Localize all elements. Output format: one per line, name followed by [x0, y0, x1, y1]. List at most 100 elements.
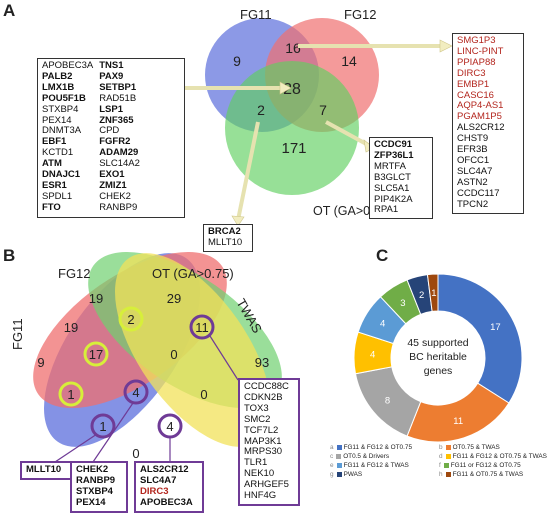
legend-item: b OT0.75 & TWAS: [439, 444, 548, 451]
venn-a-connectors: [185, 44, 446, 221]
gene-item: SLC4A7: [457, 165, 493, 177]
legend-swatch: [445, 472, 451, 477]
legend-row: e FG11 & FG12 & TWAS f FG11 or FG12 & OT0.7…: [330, 461, 548, 470]
legend-letter: g: [330, 471, 334, 478]
donut-legend: a FG11 & FG12 & OT0.75 b OT0.75 & TWAS c OT0.…: [330, 443, 548, 479]
legend-swatch: [445, 454, 451, 459]
gene-item: EFR3B: [457, 144, 488, 156]
donut-slice-value-label: 8: [385, 395, 390, 406]
legend-item: h FG11 & OT0.75 & TWAS: [439, 471, 548, 478]
venn-a-all3-gene-box: APOBEC3A PALB2 LMX1B POU5F1B STXBP4 PEX14 DNMT…: [37, 58, 185, 218]
venn-a-fg11-ot-gene-box: BRCA2 MLLT10: [203, 224, 253, 252]
gene-item: TNS1: [99, 60, 124, 71]
gene-item: ARHGEF5: [244, 479, 289, 491]
donut-center-line2: BC heritable: [409, 351, 467, 363]
venn-b: FG12 OT (GA>0.75) FG11 TWAS 9 19 29 93 1…: [10, 252, 282, 463]
gene-item: SLC5A1: [374, 182, 410, 194]
gene-item: LINC-PINT: [457, 45, 504, 57]
venn-a-count-fg11-ot: 2: [257, 102, 265, 118]
gene-item: EXO1: [99, 169, 125, 181]
legend-item: e FG11 & FG12 & TWAS: [330, 462, 439, 469]
gene-item: EBF1: [42, 136, 67, 148]
venn-b-fg12-ot-twas-gene-box: ALS2CR12 SLC4A7 DIRC3 APOBEC3A: [134, 461, 204, 513]
venn-b-ring-fg11-ot: [58, 381, 84, 407]
gene-item: CHEK2: [76, 464, 109, 475]
venn-a-count-fg11-fg12: 16: [285, 40, 301, 56]
gene-item: CHST9: [457, 133, 489, 145]
legend-swatch: [336, 454, 342, 459]
gene-item: TOX3: [244, 402, 269, 414]
gene-item: RAD51B: [99, 92, 137, 104]
gene-item: CCDC117: [457, 187, 500, 199]
gene-item: APOBEC3A: [42, 60, 94, 71]
donut-slice-value-label: 2: [419, 290, 424, 301]
donut-slice-value-label: 3: [400, 298, 405, 309]
venn-a-count-fg11-only: 9: [233, 53, 241, 69]
venn-b-count-fg11-fg12: 19: [64, 320, 78, 335]
gene-item: PALB2: [42, 70, 73, 82]
gene-item: RPA1: [374, 204, 399, 216]
legend-letter: d: [439, 453, 443, 460]
gene-item: ALS2CR12: [140, 464, 189, 475]
legend-label: FG11 & FG12 & OT0.75: [343, 444, 412, 451]
venn-a-arrowhead: [231, 215, 245, 227]
venn-b-count-fg12-ot-twas: 4: [166, 419, 173, 434]
gene-item: STXBP4: [42, 103, 79, 115]
gene-item: PGAM1P5: [457, 111, 502, 123]
venn-b-count-ot-only: 29: [167, 291, 181, 306]
legend-swatch: [336, 445, 342, 450]
donut-chart: 17 11 8 4 4 3 2 1: [353, 273, 523, 443]
gene-item: SETBP1: [99, 81, 137, 93]
gene-item: FTO: [42, 201, 61, 213]
venn-b-ring-fg11-fg12-twas: [123, 379, 149, 405]
venn-a-count-fg12-only: 14: [341, 53, 357, 69]
venn-a-arrowhead: [279, 81, 292, 95]
gene-item: MRPS30: [244, 446, 283, 458]
gene-item: ADAM29: [99, 147, 139, 159]
gene-item: SLC4A7: [140, 474, 177, 486]
gene-item: NEK10: [244, 468, 275, 480]
gene-item: TLR1: [244, 457, 268, 469]
gene-item: B3GLCT: [374, 171, 411, 183]
legend-letter: b: [439, 444, 443, 451]
gene-item: STXBP4: [76, 485, 113, 497]
legend-row: g PWAS h FG11 & OT0.75 & TWAS: [330, 470, 548, 479]
donut-center-line3: genes: [424, 365, 453, 377]
venn-b-ot-twas-gene-box: CCDC88C CDKN2B TOX3 SMC2 TCF7L2 MAP3K1 MRPS30 T…: [238, 378, 300, 506]
donut-slice-value-label: 4: [370, 349, 375, 360]
legend-label: FG11 & OT0.75 & TWAS: [452, 471, 524, 478]
gene-item: PEX14: [42, 114, 72, 126]
venn-b-count-fg11-only: 9: [37, 355, 44, 370]
gene-item: DNAJC1: [42, 169, 81, 181]
gene-item: OFCC1: [457, 154, 490, 166]
gene-item: ESR1: [42, 179, 67, 191]
gene-item: POU5F1B: [42, 92, 86, 104]
venn-a-fg11-fg12-gene-box: SMG1P3 LINC-PINT PPIAP88 DIRC3 EMBP1 CASC16 AQ…: [452, 33, 524, 214]
legend-item: a FG11 & FG12 & OT0.75: [330, 444, 439, 451]
legend-item: c OT0.5 & Drivers: [330, 453, 439, 460]
gene-item: LSP1: [99, 103, 123, 115]
venn-b-count-fg11-fg12-ot: 17: [89, 347, 103, 362]
donut-slice-value-label: 17: [490, 322, 501, 333]
donut-slice-a: [437, 273, 523, 404]
venn-b-ring-fg12-ot: [118, 306, 144, 332]
gene-item: CCDC88C: [244, 381, 289, 392]
gene-item: MRTFA: [374, 160, 407, 172]
gene-item: PAX9: [99, 70, 124, 82]
venn-b-count-fg11-ot-b: 0: [132, 446, 139, 461]
legend-label: FG11 or FG12 & OT0.75: [450, 462, 521, 469]
venn-b-count-fg12-ot: 2: [127, 312, 134, 327]
venn-b-count-fg12-twas: 0: [170, 347, 177, 362]
gene-item: CCDC91: [374, 139, 413, 150]
gene-item: ZMIZ1: [99, 179, 127, 191]
gene-item: TCF7L2: [244, 424, 279, 436]
legend-label: PWAS: [343, 471, 363, 478]
venn-b-count-ot-twas: 11: [195, 320, 209, 335]
venn-b-fg11-label: FG11: [10, 318, 25, 350]
venn-b-ring-ot-twas: [189, 314, 215, 340]
legend-letter: a: [330, 444, 334, 451]
gene-item: CDKN2B: [244, 391, 283, 403]
gene-item: SMC2: [244, 413, 271, 425]
gene-item: KCTD1: [42, 147, 74, 159]
gene-item: APOBEC3A: [140, 496, 193, 508]
